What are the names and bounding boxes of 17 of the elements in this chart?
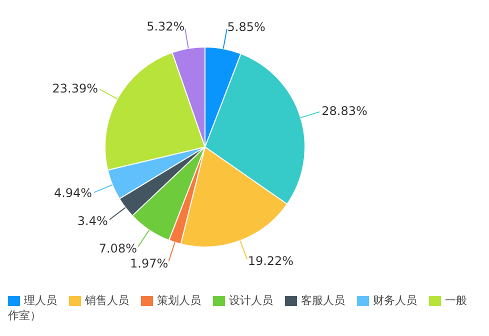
- data-label: 23.39%: [52, 81, 98, 96]
- data-label: 5.32%: [146, 20, 185, 34]
- legend-label: 销售人员: [85, 293, 129, 308]
- data-label: 4.94%: [54, 186, 92, 200]
- legend-label: 一般: [445, 293, 467, 308]
- text: 作室）: [8, 308, 42, 323]
- legend-label: 财务人员: [373, 293, 417, 308]
- data-label: 7.08%: [98, 241, 137, 256]
- data-label: 28.83%: [322, 104, 368, 118]
- legend-label: 设计人员: [229, 293, 273, 308]
- data-label: 19.22%: [248, 254, 294, 268]
- data-label: 3.4%: [77, 214, 108, 228]
- data-label: 1.97%: [130, 256, 168, 270]
- legend-label: 客服人员: [301, 293, 345, 308]
- data-label: 5.85%: [227, 20, 266, 34]
- legend-label: 理人员: [24, 293, 57, 308]
- legend-label: 策划人员: [157, 293, 201, 308]
